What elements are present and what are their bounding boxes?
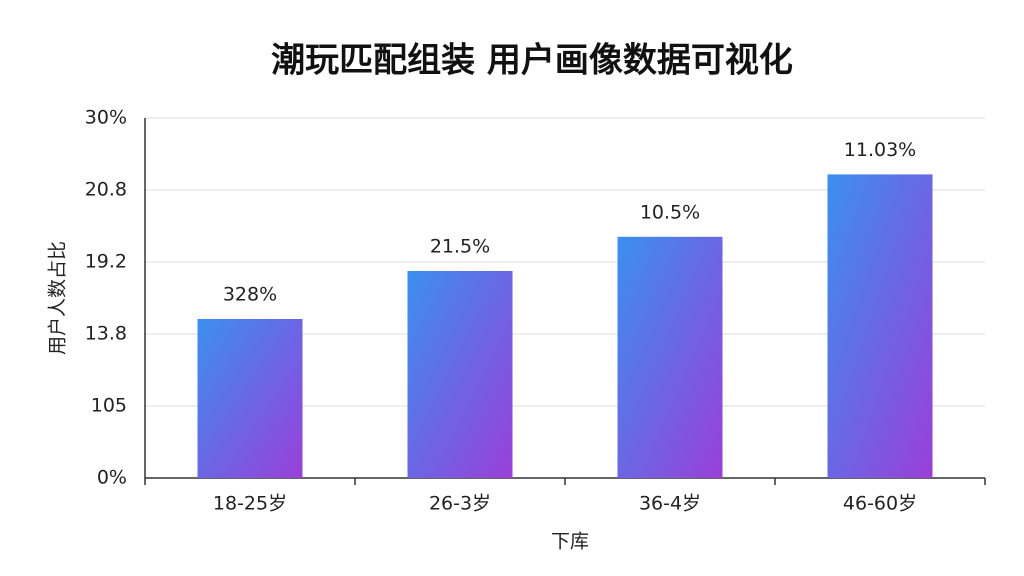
bar (827, 174, 933, 478)
bar (197, 319, 303, 478)
y-tick-label: 0% (97, 467, 127, 489)
bar (617, 236, 723, 478)
data-label: 11.03% (844, 139, 916, 161)
data-label: 328% (223, 284, 277, 306)
y-tick-label: 20.8 (85, 179, 127, 201)
y-tick-label: 105 (91, 395, 127, 417)
x-axis-label: 下库 (551, 531, 589, 553)
y-tick-label: 30% (85, 107, 127, 129)
y-axis-label: 用户人数占比 (47, 241, 69, 355)
x-tick-label: 36-4岁 (639, 493, 701, 515)
chart-title: 潮玩匹配组装 用户画像数据可视化 (271, 41, 793, 81)
data-label: 10.5% (640, 201, 700, 223)
bar (407, 271, 513, 478)
y-tick-label: 13.8 (85, 323, 127, 345)
data-label: 21.5% (430, 236, 490, 258)
x-tick-label: 26-3岁 (429, 493, 491, 515)
x-tick-label: 46-60岁 (843, 493, 917, 515)
x-tick-label: 18-25岁 (213, 493, 287, 515)
y-tick-label: 19.2 (85, 251, 127, 273)
